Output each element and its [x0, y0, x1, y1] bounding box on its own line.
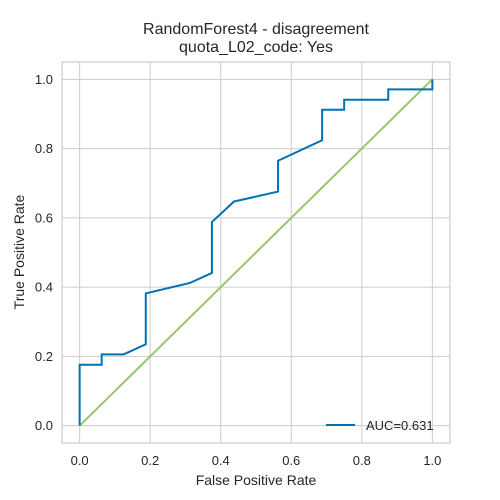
- y-tick-label: 1.0: [35, 72, 53, 87]
- plot-marks: [78, 78, 434, 427]
- x-tick-label: 0.6: [282, 453, 300, 468]
- y-axis-label: True Positive Rate: [11, 194, 27, 309]
- x-tick-label: 0.4: [212, 453, 230, 468]
- diagonal-reference-line: [78, 78, 434, 427]
- grid-lines: [62, 62, 450, 443]
- roc-curve-line: [78, 79, 434, 426]
- y-tick-label: 0.4: [35, 280, 53, 295]
- x-axis-label: False Positive Rate: [196, 472, 317, 488]
- chart-title-line-2: quota_L02_code: Yes: [179, 39, 333, 56]
- y-tick-label: 0.6: [35, 210, 53, 225]
- y-tick-label: 0.0: [35, 418, 53, 433]
- x-tick-label: 0.8: [353, 453, 371, 468]
- y-tick-label: 0.2: [35, 349, 53, 364]
- x-tick-label: 0.0: [71, 453, 89, 468]
- legend-label: AUC=0.631: [366, 418, 434, 433]
- x-tick-label: 0.2: [141, 453, 159, 468]
- plot-frame: [61, 61, 451, 444]
- legend: AUC=0.631: [326, 418, 434, 433]
- x-tick-label: 1.0: [423, 453, 441, 468]
- y-tick-label: 0.8: [35, 141, 53, 156]
- tick-labels: 0.0 0.2 0.4 0.6 0.8 1.0 0.0 0.2 0.4 0.6 0.8 1.0: [35, 72, 441, 468]
- chart-title-line-1: RandomForest4 - disagreement: [143, 21, 369, 38]
